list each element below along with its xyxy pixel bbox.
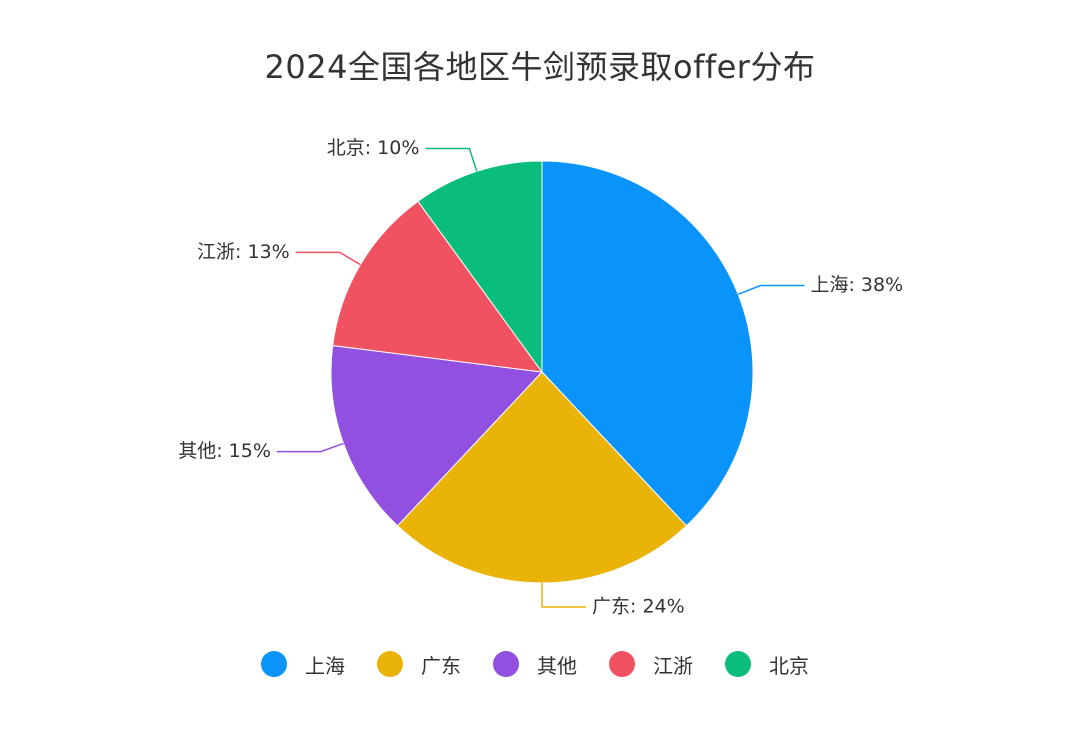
legend-label: 广东 (421, 653, 461, 678)
slice-label-3: 江浙: 13% (197, 241, 290, 263)
legend-dot-icon (725, 651, 751, 677)
pie-slice-2[interactable] (330, 344, 544, 527)
leader-line-0 (737, 284, 805, 296)
legend-dot-icon (609, 651, 635, 677)
legend-item-guangdong[interactable]: 广东 (371, 650, 477, 679)
slice-label-1: 广东: 24% (592, 596, 685, 618)
legend-item-beijing[interactable]: 北京 (719, 650, 825, 679)
legend-item-other[interactable]: 其他 (487, 650, 593, 679)
legend-label: 江浙 (653, 653, 693, 678)
legend: 上海 广东 其他 江浙 北京 (0, 646, 1080, 682)
slice-label-4: 北京: 10% (327, 137, 420, 159)
legend-label: 北京 (769, 653, 809, 678)
slice-label-2: 其他: 15% (178, 440, 271, 462)
legend-item-jiangzhe[interactable]: 江浙 (603, 650, 709, 679)
pie-slice-3[interactable] (332, 200, 544, 373)
leader-line-3 (295, 251, 361, 266)
pie-slice-4[interactable] (417, 160, 543, 374)
leader-line-2 (276, 442, 344, 453)
legend-dot-icon (493, 651, 519, 677)
slice-label-0: 上海: 38% (810, 274, 903, 296)
legend-item-shanghai[interactable]: 上海 (255, 650, 361, 679)
leader-line-4 (425, 147, 478, 172)
legend-label: 其他 (537, 653, 577, 678)
legend-dot-icon (377, 651, 403, 677)
legend-label: 上海 (305, 653, 345, 678)
legend-dot-icon (261, 651, 287, 677)
pie-slice-1[interactable] (396, 371, 688, 584)
leader-line-1 (541, 583, 586, 608)
chart-title: 2024全国各地区牛剑预录取offer分布 (264, 48, 816, 86)
pie-slice-0[interactable] (541, 160, 754, 527)
